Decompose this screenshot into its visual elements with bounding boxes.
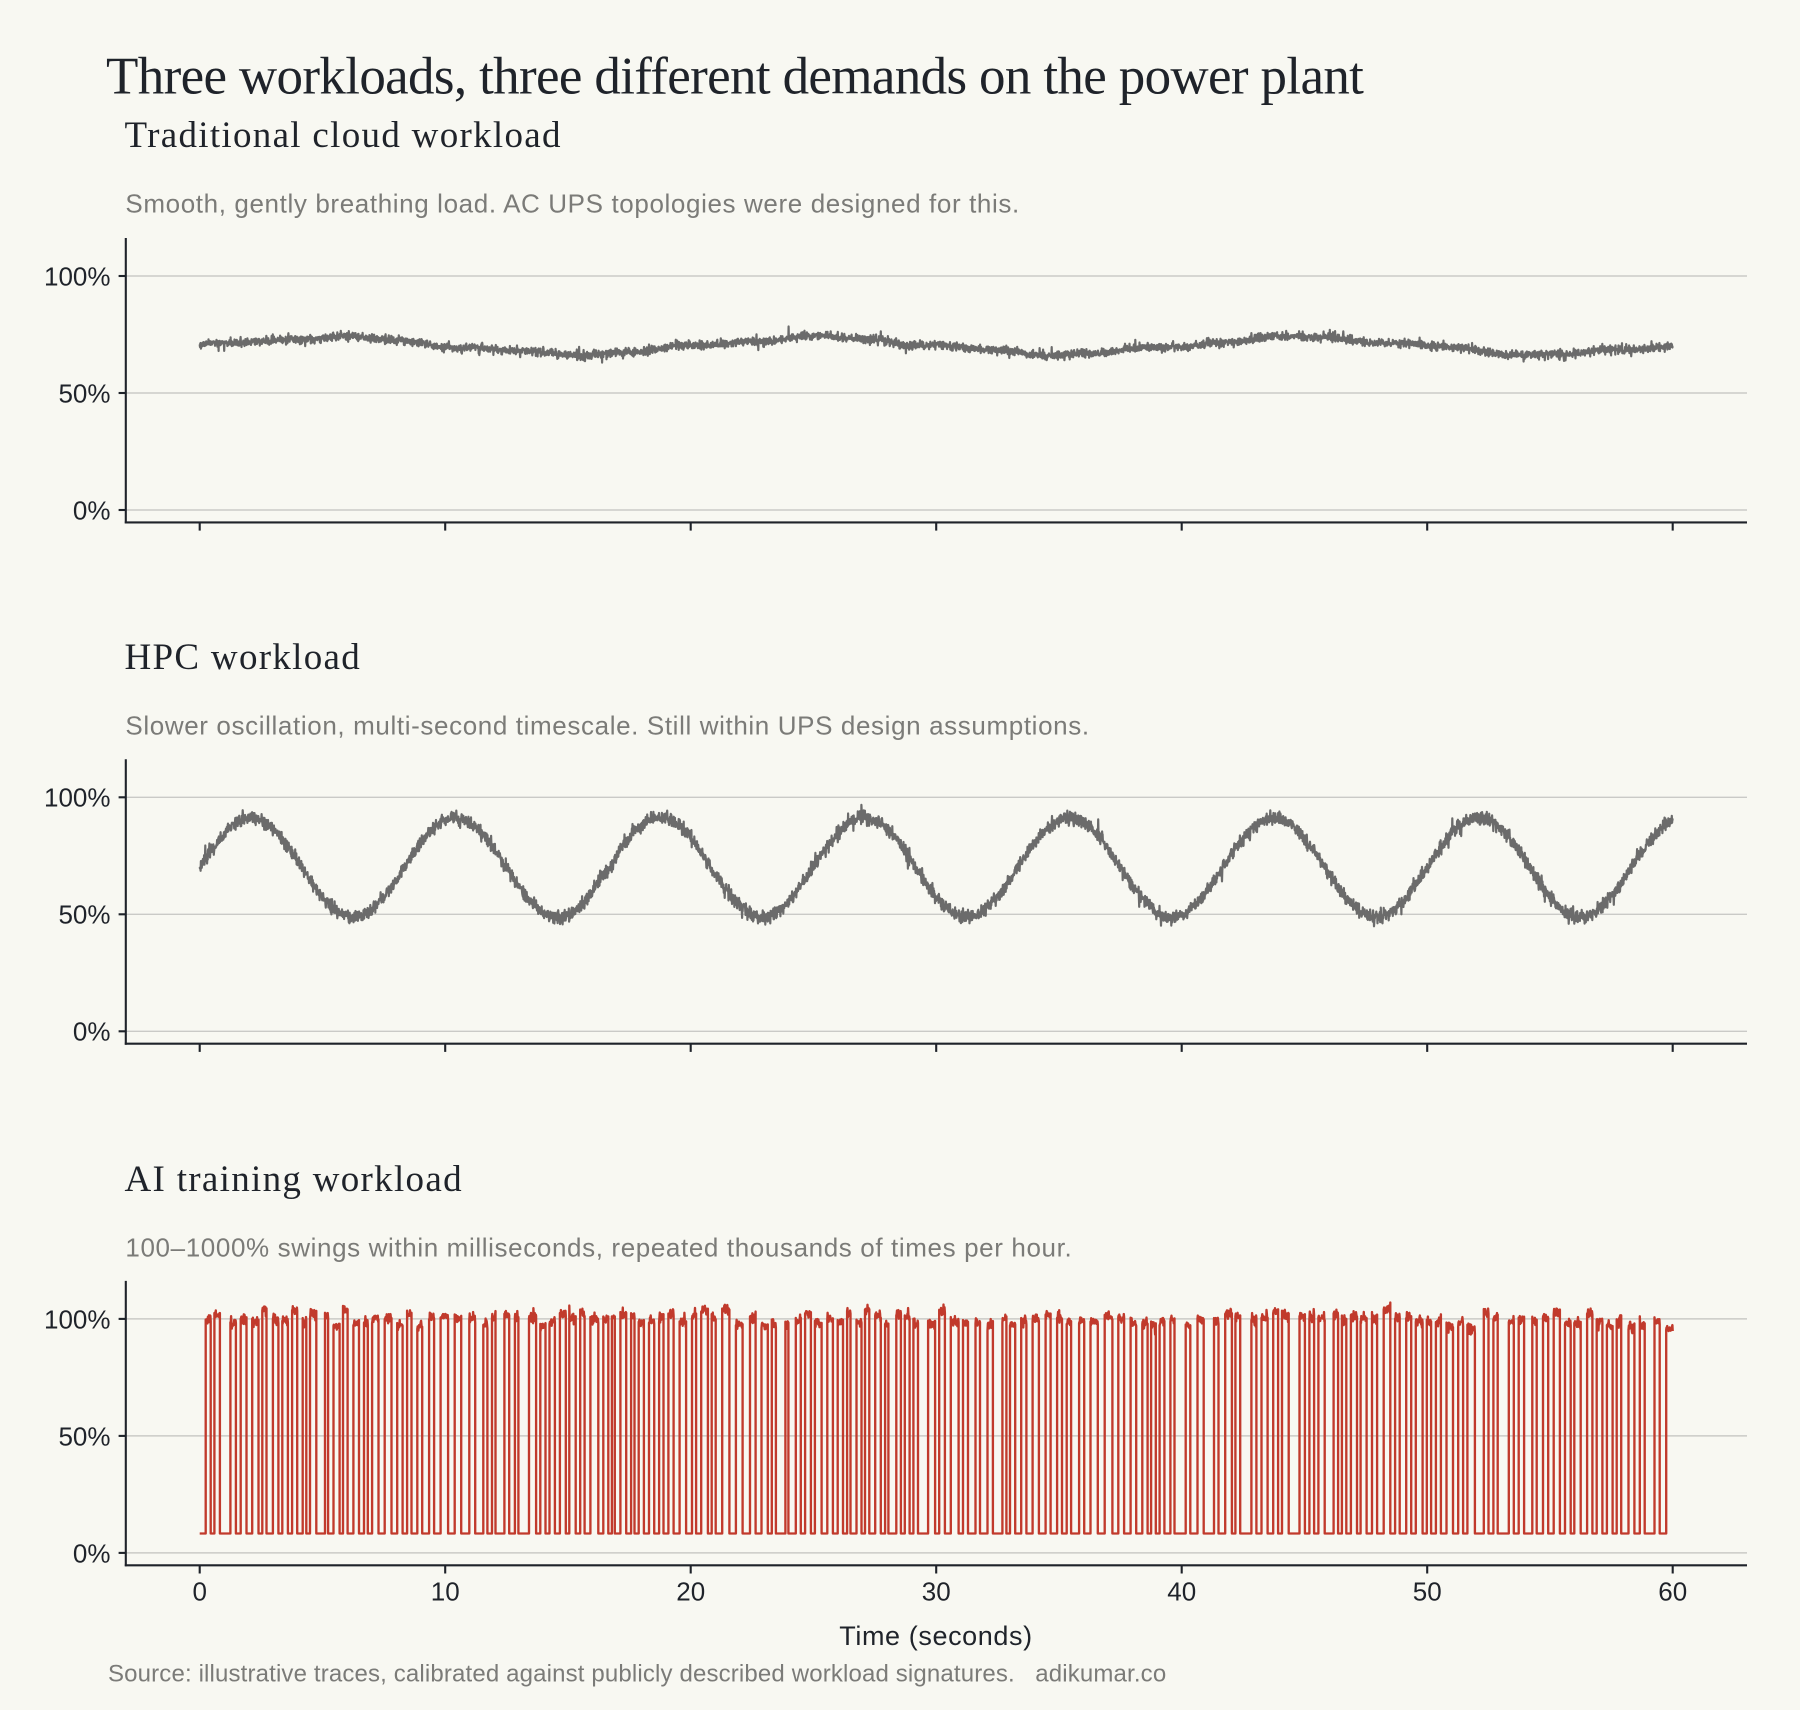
svg-text:10: 10 [431, 1577, 460, 1607]
svg-text:Smooth, gently breathing load.: Smooth, gently breathing load. AC UPS to… [125, 188, 1019, 218]
svg-text:Source: illustrative traces, c: Source: illustrative traces, calibrated … [108, 1661, 1166, 1688]
svg-text:100%: 100% [44, 1304, 111, 1334]
svg-text:100%: 100% [44, 783, 111, 813]
svg-text:Traditional cloud workload: Traditional cloud workload [125, 115, 562, 156]
svg-text:50: 50 [1413, 1577, 1442, 1607]
svg-text:50%: 50% [58, 900, 110, 930]
svg-text:0%: 0% [73, 495, 111, 525]
svg-text:0%: 0% [73, 1538, 111, 1568]
svg-text:0: 0 [192, 1577, 206, 1607]
svg-text:Three workloads, three differe: Three workloads, three different demands… [106, 47, 1364, 105]
svg-text:Time (seconds): Time (seconds) [839, 1621, 1032, 1651]
svg-text:Slower oscillation, multi-seco: Slower oscillation, multi-second timesca… [125, 710, 1089, 740]
svg-text:50%: 50% [58, 1421, 110, 1451]
svg-text:100–1000% swings within millis: 100–1000% swings within milliseconds, re… [125, 1232, 1072, 1262]
svg-text:AI training workload: AI training workload [125, 1159, 463, 1200]
svg-text:40: 40 [1167, 1577, 1196, 1607]
svg-text:30: 30 [922, 1577, 951, 1607]
svg-text:60: 60 [1658, 1577, 1687, 1607]
svg-text:50%: 50% [58, 378, 110, 408]
svg-text:100%: 100% [44, 261, 111, 291]
svg-text:20: 20 [676, 1577, 705, 1607]
svg-text:0%: 0% [73, 1017, 111, 1047]
svg-text:HPC workload: HPC workload [125, 637, 362, 678]
